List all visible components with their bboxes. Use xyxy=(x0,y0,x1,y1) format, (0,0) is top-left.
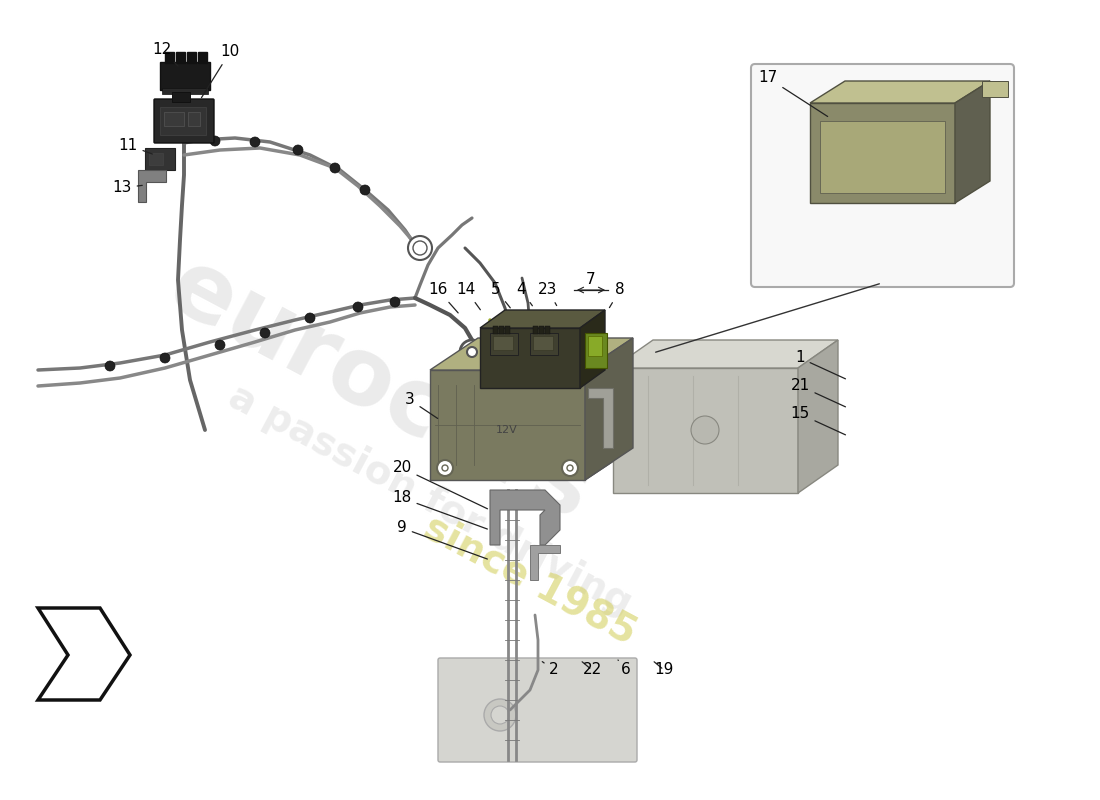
Circle shape xyxy=(250,137,260,147)
Bar xyxy=(165,52,174,63)
Circle shape xyxy=(566,465,573,471)
FancyBboxPatch shape xyxy=(751,64,1014,287)
Text: 13: 13 xyxy=(112,181,142,195)
Bar xyxy=(160,107,206,135)
Text: 19: 19 xyxy=(654,662,673,678)
Polygon shape xyxy=(588,388,613,448)
Circle shape xyxy=(437,460,453,476)
Circle shape xyxy=(390,297,400,307)
Polygon shape xyxy=(430,370,585,480)
Bar xyxy=(493,336,513,350)
Polygon shape xyxy=(39,608,130,700)
Circle shape xyxy=(305,313,315,323)
Circle shape xyxy=(408,236,432,260)
Bar xyxy=(148,153,163,165)
Circle shape xyxy=(210,136,220,146)
Bar xyxy=(539,326,544,334)
Text: 7: 7 xyxy=(586,273,596,287)
Bar xyxy=(160,62,210,90)
Text: 18: 18 xyxy=(393,490,487,529)
Text: 16: 16 xyxy=(428,282,459,313)
Text: 17: 17 xyxy=(758,70,827,117)
Text: 15: 15 xyxy=(791,406,846,435)
Text: 1: 1 xyxy=(795,350,846,379)
Polygon shape xyxy=(798,340,838,493)
Polygon shape xyxy=(430,338,632,370)
Circle shape xyxy=(450,358,470,378)
Bar xyxy=(530,333,558,355)
Bar xyxy=(145,148,175,170)
Circle shape xyxy=(468,347,477,357)
Polygon shape xyxy=(982,81,1008,97)
Bar xyxy=(505,326,510,334)
Text: 4: 4 xyxy=(516,282,532,306)
Polygon shape xyxy=(480,310,605,328)
Bar xyxy=(164,112,184,126)
Bar xyxy=(585,333,607,368)
Circle shape xyxy=(260,328,270,338)
Polygon shape xyxy=(955,81,990,203)
Circle shape xyxy=(412,241,427,255)
Circle shape xyxy=(360,185,370,195)
Polygon shape xyxy=(585,338,632,480)
Bar xyxy=(499,326,504,334)
Circle shape xyxy=(353,302,363,312)
Text: eurocars: eurocars xyxy=(153,240,607,540)
Circle shape xyxy=(562,460,578,476)
Circle shape xyxy=(104,361,116,371)
Text: 10: 10 xyxy=(201,45,240,98)
Bar xyxy=(198,52,207,63)
Polygon shape xyxy=(480,328,580,388)
Text: since 1985: since 1985 xyxy=(417,508,642,652)
Circle shape xyxy=(491,706,509,724)
Bar xyxy=(188,112,200,126)
Polygon shape xyxy=(490,490,560,545)
Bar xyxy=(534,336,553,350)
Text: 23: 23 xyxy=(538,282,558,306)
Polygon shape xyxy=(430,448,632,480)
Bar xyxy=(176,52,185,63)
Text: 21: 21 xyxy=(791,378,846,407)
Text: 5: 5 xyxy=(492,282,510,308)
Polygon shape xyxy=(810,81,990,103)
Bar xyxy=(162,88,208,94)
Text: 14: 14 xyxy=(456,282,481,310)
Bar xyxy=(493,326,498,334)
Polygon shape xyxy=(810,103,955,203)
Text: 3: 3 xyxy=(405,393,438,418)
Text: 8: 8 xyxy=(609,282,625,308)
Circle shape xyxy=(214,340,225,350)
Text: a passion for driving: a passion for driving xyxy=(222,378,638,622)
Text: 12: 12 xyxy=(153,42,178,66)
Text: 6: 6 xyxy=(618,660,631,678)
Bar xyxy=(490,333,518,355)
Text: 11: 11 xyxy=(119,138,153,154)
Circle shape xyxy=(691,416,719,444)
Circle shape xyxy=(293,145,303,155)
Text: 9: 9 xyxy=(397,521,487,559)
Bar xyxy=(534,326,538,334)
Bar xyxy=(588,336,602,356)
FancyBboxPatch shape xyxy=(154,99,215,143)
Circle shape xyxy=(484,699,516,731)
Text: 20: 20 xyxy=(393,461,487,509)
Polygon shape xyxy=(613,368,798,493)
Text: 12V: 12V xyxy=(496,425,518,435)
Circle shape xyxy=(160,353,170,363)
Text: 22: 22 xyxy=(582,662,602,678)
Bar xyxy=(172,92,190,102)
Circle shape xyxy=(460,340,484,364)
Circle shape xyxy=(442,465,448,471)
Circle shape xyxy=(330,163,340,173)
Polygon shape xyxy=(138,170,166,202)
Polygon shape xyxy=(530,545,560,580)
Bar xyxy=(187,52,196,63)
Bar xyxy=(544,326,550,334)
FancyBboxPatch shape xyxy=(438,658,637,762)
Text: 2: 2 xyxy=(542,662,559,678)
Polygon shape xyxy=(580,310,605,388)
Polygon shape xyxy=(613,340,838,368)
Polygon shape xyxy=(820,121,945,193)
